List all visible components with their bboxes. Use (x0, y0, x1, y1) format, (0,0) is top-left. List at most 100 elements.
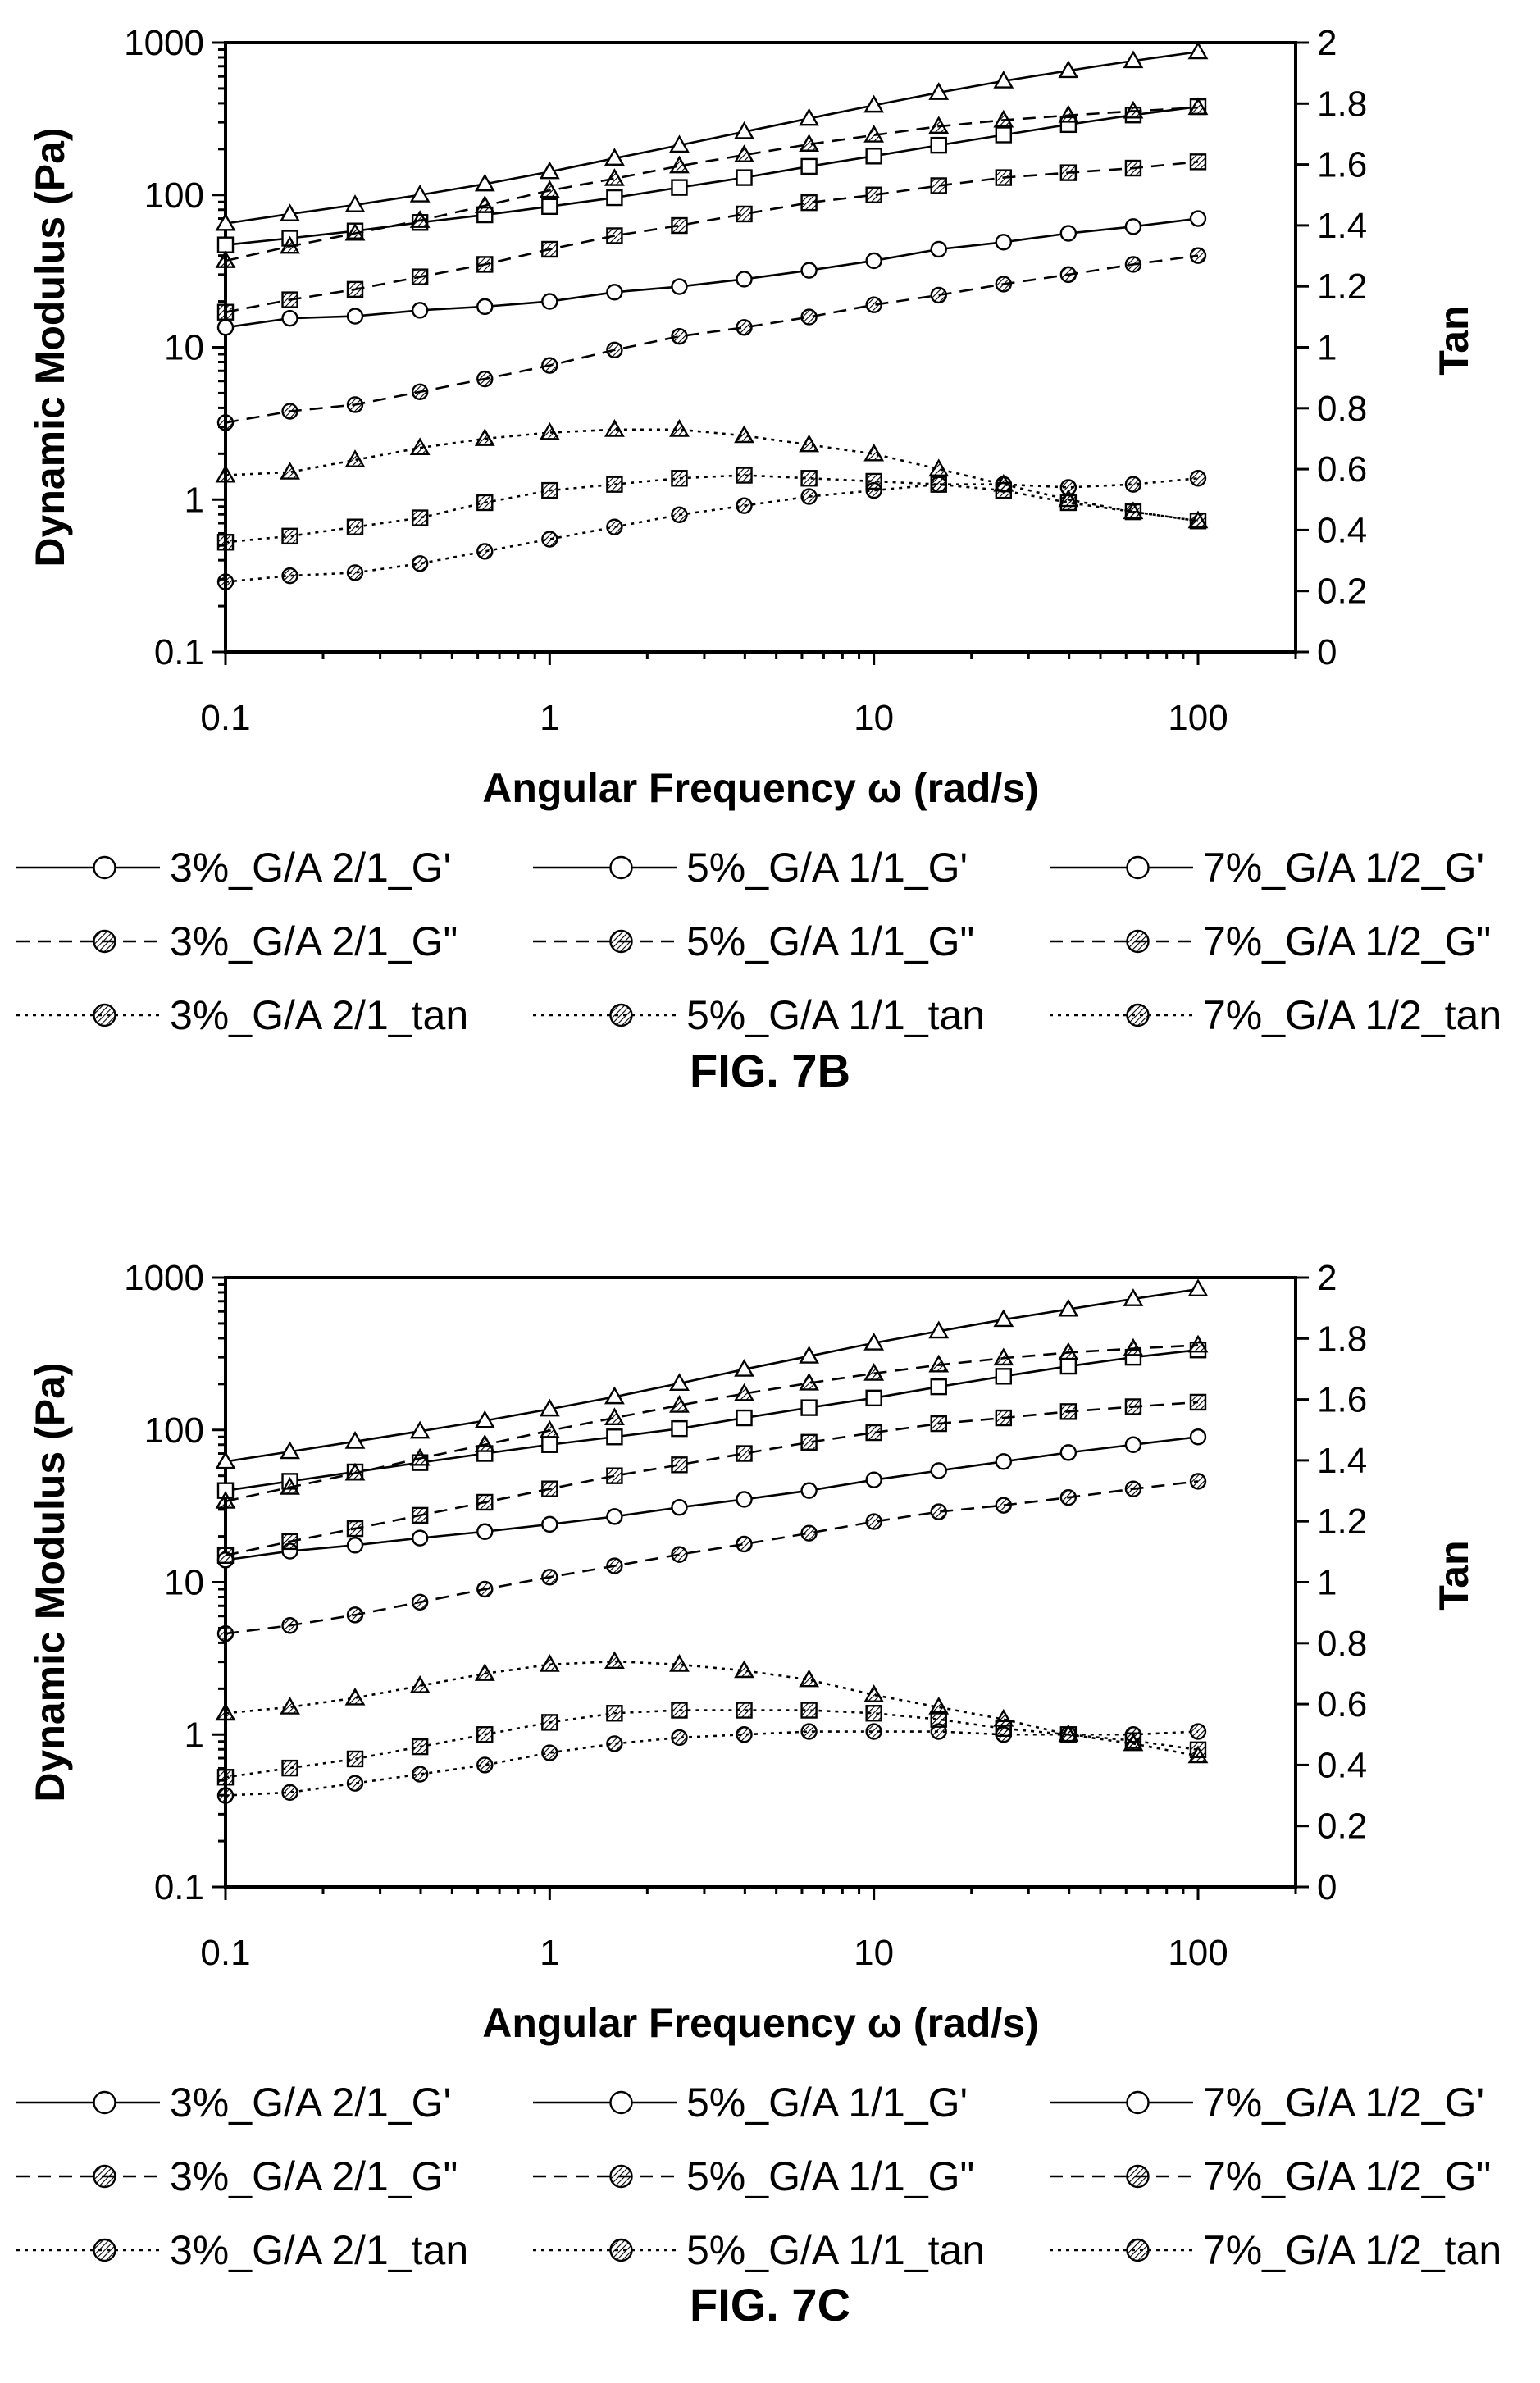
data-point (216, 303, 235, 321)
data-point (800, 1702, 818, 1719)
x-axis-title: Angular Frequency ω (rad/s) (482, 765, 1038, 811)
data-point (671, 1456, 688, 1474)
y2-tick-label: 1.4 (1317, 1441, 1367, 1481)
data-point (671, 1546, 688, 1563)
series-line (225, 217, 1199, 329)
y2-tick-label: 1.4 (1317, 206, 1367, 246)
data-point (606, 1467, 623, 1484)
series-5 (216, 1393, 1207, 1564)
data-point (1058, 104, 1079, 123)
data-point (216, 1769, 235, 1786)
y-tick-label: 1 (185, 480, 204, 520)
data-point (411, 1738, 429, 1756)
series-line (225, 106, 1199, 262)
data-point (346, 1750, 364, 1768)
data-point (671, 470, 688, 487)
legend-marker (93, 855, 116, 880)
data-point (736, 271, 753, 288)
data-point (280, 1441, 300, 1460)
data-point (1059, 266, 1078, 284)
legend-marker (1126, 855, 1150, 880)
data-point (541, 1714, 558, 1731)
data-point (993, 71, 1014, 89)
data-point (1187, 97, 1209, 116)
data-point (216, 573, 235, 590)
data-point (799, 1372, 820, 1391)
data-point (409, 1675, 431, 1693)
data-point (215, 250, 236, 268)
data-point (476, 1493, 494, 1511)
data-point (799, 1669, 820, 1688)
series-line (225, 1709, 1199, 1779)
x-tick-label: 1 (540, 698, 559, 738)
data-point (539, 161, 560, 180)
data-point (671, 1702, 688, 1719)
y2-tick-label: 0.8 (1317, 1624, 1367, 1664)
data-point (216, 414, 235, 431)
y2-tick-label: 0.8 (1317, 389, 1367, 429)
plot-frame (224, 41, 1297, 654)
data-point (1189, 247, 1207, 264)
data-point (736, 1726, 753, 1743)
data-point (606, 1735, 623, 1752)
data-point (281, 1759, 298, 1777)
data-point (409, 1420, 431, 1439)
data-point (346, 564, 364, 581)
data-point (604, 419, 625, 437)
data-point (1059, 1403, 1078, 1420)
legend-marker (1126, 2164, 1150, 2189)
data-point (995, 234, 1013, 251)
data-point (216, 1624, 235, 1643)
data-point (280, 462, 300, 480)
data-point (606, 1508, 623, 1525)
data-point (474, 1663, 495, 1681)
legend-label: 7%_G/A 1/2_tan (1203, 992, 1501, 1038)
data-point (669, 1395, 690, 1413)
data-point (411, 268, 429, 285)
data-point (669, 1373, 690, 1391)
legend-label: 5%_G/A 1/1_G' (686, 845, 968, 891)
data-point (280, 1476, 300, 1495)
legend-label: 3%_G/A 2/1_G" (170, 2153, 458, 2199)
data-point (280, 1697, 300, 1715)
data-point (346, 308, 364, 325)
data-point (800, 470, 818, 487)
data-point (734, 121, 754, 139)
series-8 (216, 1702, 1207, 1786)
y2-tick-label: 0 (1317, 1867, 1337, 1907)
data-point (1187, 1334, 1209, 1353)
data-point (604, 1386, 625, 1405)
data-point (671, 216, 688, 235)
data-point (799, 107, 820, 126)
data-point (800, 1433, 818, 1451)
data-point (734, 1359, 754, 1377)
series-4 (216, 1473, 1207, 1643)
data-point (1058, 1298, 1079, 1317)
data-point (930, 1503, 947, 1520)
data-point (928, 1320, 950, 1339)
legend-marker (1126, 1003, 1150, 1027)
data-point (865, 1389, 882, 1407)
data-point (928, 1354, 950, 1373)
y-tick-label: 100 (144, 175, 204, 216)
data-point (474, 195, 495, 213)
data-point (928, 82, 950, 100)
y2-tick-label: 2 (1317, 23, 1337, 63)
data-point (800, 157, 818, 175)
data-point (800, 488, 818, 505)
x-tick-label: 100 (1168, 1933, 1228, 1973)
data-point (1059, 225, 1078, 242)
data-point (411, 555, 429, 572)
data-point (474, 1433, 495, 1452)
data-point (281, 403, 298, 420)
y-tick-label: 1 (185, 1715, 204, 1755)
data-point (409, 437, 431, 456)
data-point (476, 256, 494, 273)
data-point (409, 210, 431, 228)
data-point (281, 1617, 298, 1634)
legend-marker (609, 2090, 633, 2115)
data-point (604, 148, 625, 166)
data-point (1058, 1342, 1079, 1360)
